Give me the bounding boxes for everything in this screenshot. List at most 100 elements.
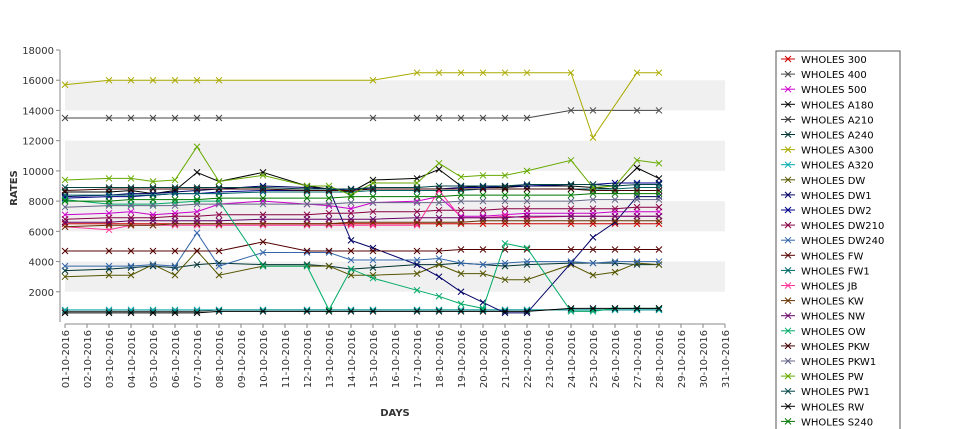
legend-label-4: WHOLES A210 <box>801 115 874 126</box>
data-point-21-3 <box>149 178 157 185</box>
legend-marker-13 <box>784 251 792 259</box>
data-point-0-21 <box>655 220 663 228</box>
data-point-0-12 <box>435 220 443 228</box>
data-point-23-15 <box>479 308 487 315</box>
data-point-20-8 <box>303 200 311 208</box>
data-point-2-14 <box>457 212 465 220</box>
data-point-8-16 <box>501 276 509 284</box>
legend-label-17: WHOLES NW <box>801 312 865 323</box>
legend-label-0: WHOLES 300 <box>801 55 867 66</box>
data-point-21-22 <box>655 159 663 167</box>
data-point-18-13 <box>435 292 443 300</box>
legend-marker-19 <box>784 342 792 350</box>
data-point-17-5 <box>193 217 201 225</box>
legend-label-14: WHOLES FW1 <box>801 266 870 277</box>
legend-marker-8 <box>784 176 792 184</box>
data-point-23-17 <box>523 308 531 315</box>
legend: WHOLES 300 WHOLES 400 WHOLES 500 WHOLES A18… <box>775 50 901 429</box>
data-point-7-2 <box>127 306 135 314</box>
data-point-23-5 <box>193 309 201 317</box>
data-point-6-4 <box>171 76 179 84</box>
data-point-6-1 <box>105 76 113 84</box>
x-tick-label-23: 24-10-2016 <box>567 330 578 388</box>
data-point-11-11 <box>369 208 377 216</box>
x-tick-label-0: 01-10-2016 <box>61 330 72 388</box>
data-point-5-5 <box>193 261 201 268</box>
data-point-24-8 <box>303 194 311 202</box>
data-point-5-1 <box>105 265 113 273</box>
data-point-23-8 <box>303 308 311 315</box>
data-point-8-14 <box>457 270 465 277</box>
legend-label-15: WHOLES JB <box>801 282 858 293</box>
data-point-24-4 <box>171 196 179 203</box>
data-point-23-3 <box>149 309 157 317</box>
data-point-2-3 <box>149 211 157 219</box>
data-point-11-2 <box>127 214 135 222</box>
data-point-7-8 <box>303 306 311 314</box>
data-point-8-1 <box>105 271 113 279</box>
data-point-18-15 <box>479 305 487 312</box>
data-point-12-7 <box>259 249 267 256</box>
data-point-20-2 <box>127 202 135 209</box>
data-point-24-12 <box>413 193 421 200</box>
data-point-17-17 <box>523 212 531 220</box>
data-point-12-19 <box>589 259 597 267</box>
data-point-6-11 <box>479 69 487 77</box>
data-point-20-22 <box>655 196 663 203</box>
data-point-20-0 <box>61 203 69 211</box>
data-point-11-18 <box>567 205 575 213</box>
data-point-0-17 <box>567 220 575 228</box>
data-point-21-13 <box>435 159 443 167</box>
data-point-21-19 <box>589 184 597 191</box>
data-point-8-17 <box>523 276 531 284</box>
legend-label-18: WHOLES OW <box>801 327 866 338</box>
data-point-24-14 <box>457 191 465 199</box>
data-point-20-16 <box>501 197 509 205</box>
data-point-21-9 <box>325 182 333 190</box>
data-point-22-9 <box>325 185 333 193</box>
data-point-12-21 <box>633 258 641 265</box>
data-point-9-19 <box>589 234 597 241</box>
legend-marker-5 <box>784 131 792 138</box>
data-point-9-20 <box>611 218 619 226</box>
data-point-9-13 <box>435 273 443 281</box>
data-point-21-4 <box>171 176 179 184</box>
data-point-6-7 <box>369 76 377 84</box>
data-point-18-9 <box>325 306 333 314</box>
legend-label-10: WHOLES DW2 <box>801 206 872 217</box>
data-point-22-14 <box>457 182 465 190</box>
data-point-22-10 <box>347 185 355 193</box>
data-point-23-0 <box>61 309 69 317</box>
data-point-22-7 <box>259 184 267 191</box>
data-point-12-0 <box>61 262 69 270</box>
data-point-9-21 <box>633 193 641 200</box>
data-point-20-7 <box>259 200 267 208</box>
data-point-22-20 <box>611 182 619 190</box>
x-tick-label-28: 29-10-2016 <box>677 330 688 388</box>
data-point-7-12 <box>413 306 421 314</box>
data-point-5-17 <box>523 261 531 268</box>
data-point-8-20 <box>611 268 619 276</box>
data-point-2-7 <box>259 197 267 205</box>
data-point-18-18 <box>567 308 575 315</box>
x-tick-label-18: 19-10-2016 <box>457 330 468 388</box>
data-point-1-9 <box>435 114 443 122</box>
data-point-5-11 <box>369 264 377 271</box>
data-point-12-1 <box>105 262 113 270</box>
data-point-6-16 <box>633 69 641 77</box>
data-point-17-11 <box>369 215 377 223</box>
data-point-8-13 <box>435 261 443 268</box>
data-point-17-22 <box>655 212 663 220</box>
legend-marker-18 <box>784 327 792 335</box>
data-point-17-20 <box>611 212 619 220</box>
data-point-8-12 <box>413 270 421 277</box>
legend-label-20: WHOLES PKW1 <box>801 357 876 368</box>
legend-marker-1 <box>784 70 792 78</box>
data-point-18-19 <box>589 308 597 315</box>
data-point-12-14 <box>457 259 465 267</box>
data-point-0-14 <box>479 220 487 228</box>
data-point-24-17 <box>523 191 531 199</box>
data-point-13-1 <box>105 247 113 255</box>
data-point-20-12 <box>413 199 421 206</box>
